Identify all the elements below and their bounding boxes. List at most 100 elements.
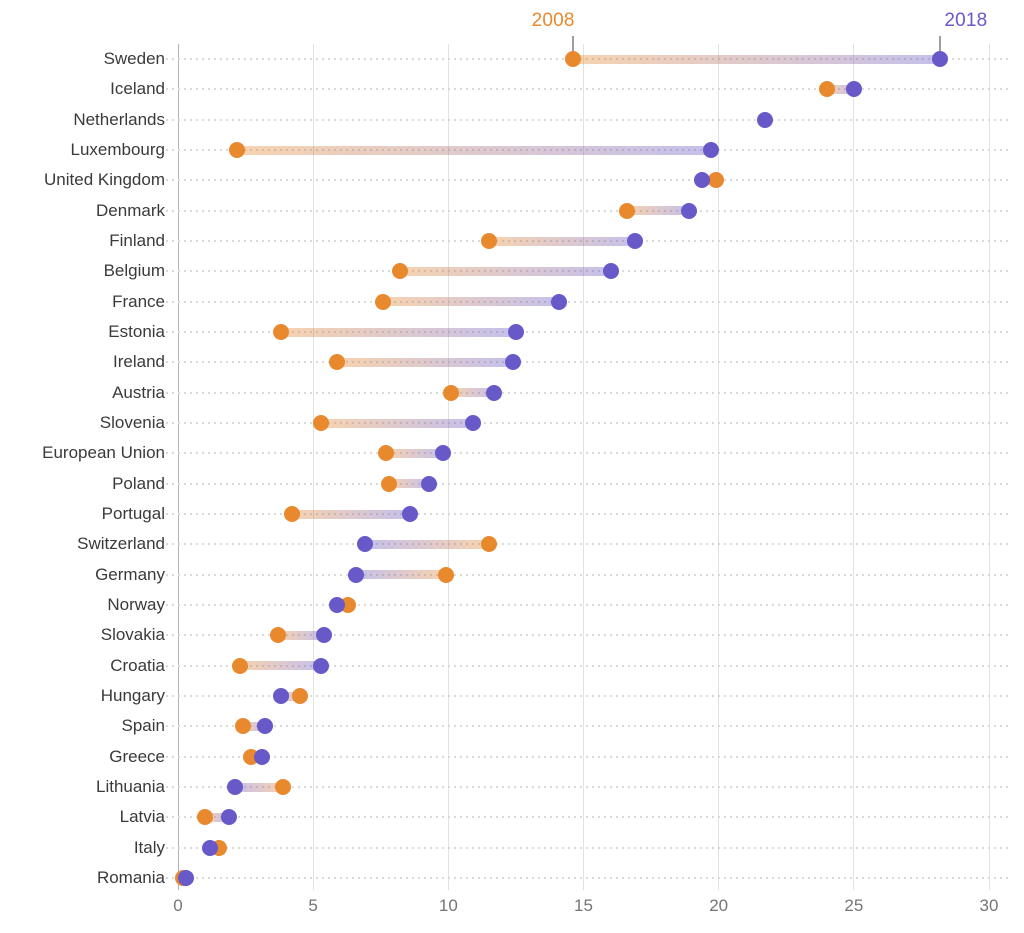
legend-2008-label: 2008: [531, 10, 575, 31]
row-guide: [166, 422, 1012, 425]
dot-2018[interactable]: [421, 475, 438, 492]
dot-2018[interactable]: [464, 415, 481, 432]
country-label: Estonia: [108, 322, 165, 341]
dot-2008[interactable]: [818, 81, 835, 98]
dot-2008[interactable]: [270, 627, 287, 644]
gridline-x-0: [177, 44, 179, 890]
dot-2018[interactable]: [253, 748, 270, 765]
dot-2018[interactable]: [313, 657, 330, 674]
country-label: Ireland: [113, 352, 165, 372]
gridline-x-5: [312, 44, 314, 890]
dot-2018[interactable]: [202, 839, 219, 856]
row-guide: [166, 573, 1012, 576]
x-axis-tick-label: 25: [844, 896, 864, 915]
country-label: Italy: [133, 837, 165, 857]
row-guide: [166, 452, 1012, 455]
dot-2018[interactable]: [348, 566, 365, 583]
connector-band: [280, 327, 516, 337]
row-guide: [166, 482, 1012, 485]
dot-2018[interactable]: [507, 324, 524, 340]
country-label: Greece: [109, 746, 165, 766]
dot-2018[interactable]: [756, 111, 773, 128]
row-guide: [166, 149, 1012, 151]
dot-2008[interactable]: [443, 384, 460, 401]
dot-2018[interactable]: [434, 445, 451, 462]
dot-2008[interactable]: [564, 51, 581, 67]
dot-2018[interactable]: [402, 506, 419, 523]
dot-2018[interactable]: [845, 81, 862, 98]
dot-2008[interactable]: [275, 779, 292, 796]
dot-2018[interactable]: [178, 870, 195, 887]
dot-2018[interactable]: [694, 172, 711, 189]
dot-2008[interactable]: [272, 324, 289, 340]
dot-2008[interactable]: [437, 566, 454, 583]
connector-band: [242, 721, 265, 731]
connector-band: [383, 297, 560, 307]
row-guide: [166, 877, 1012, 880]
dot-2018[interactable]: [602, 263, 619, 280]
country-label: Iceland: [110, 79, 165, 99]
connector-band: [364, 539, 489, 549]
dot-2008[interactable]: [707, 172, 724, 189]
dot-2008[interactable]: [329, 354, 346, 371]
dot-2018[interactable]: [315, 627, 332, 644]
connector-band: [386, 448, 443, 458]
dot-2018[interactable]: [505, 354, 522, 371]
dot-2018[interactable]: [221, 809, 238, 826]
dot-2018[interactable]: [680, 202, 697, 219]
connector-band: [488, 236, 635, 246]
dot-2008[interactable]: [375, 293, 392, 310]
row-guide: [166, 118, 1012, 121]
row-guide: [166, 816, 1012, 819]
country-label: Slovakia: [100, 625, 165, 645]
country-label: Spain: [121, 716, 165, 736]
country-label: Belgium: [103, 261, 165, 281]
row-guide: [166, 209, 1012, 212]
dot-2018[interactable]: [486, 384, 503, 401]
legend-2018-tick: [939, 36, 942, 51]
dot-2008[interactable]: [380, 475, 397, 492]
country-label: France: [112, 291, 165, 311]
legend-2008-tick: [571, 36, 574, 51]
x-axis-tick-label: 30: [979, 896, 999, 915]
row-guide: [166, 331, 1012, 333]
dot-2008[interactable]: [291, 688, 308, 705]
dot-2018[interactable]: [272, 688, 289, 705]
dot-2008[interactable]: [283, 506, 300, 523]
dot-2008[interactable]: [229, 142, 246, 158]
dot-2008[interactable]: [391, 263, 408, 280]
row-guide: [166, 634, 1012, 637]
country-label: Slovenia: [99, 413, 165, 433]
dot-2008[interactable]: [480, 536, 497, 553]
dot-2018[interactable]: [702, 142, 719, 158]
row-guide: [166, 391, 1012, 394]
connector-band: [240, 661, 322, 671]
dot-2008[interactable]: [234, 718, 251, 735]
dot-2018[interactable]: [551, 293, 568, 310]
dot-2018[interactable]: [626, 233, 643, 249]
dot-2018[interactable]: [329, 597, 346, 614]
row-guide: [166, 240, 1012, 242]
connector-band: [321, 418, 473, 428]
row-guide: [166, 846, 1012, 849]
dot-2018[interactable]: [256, 718, 273, 735]
country-label: Luxembourg: [70, 140, 165, 159]
dot-2018[interactable]: [356, 536, 373, 553]
row-guide: [166, 179, 1012, 182]
connector-band: [291, 509, 411, 519]
country-label: Lithuania: [95, 777, 165, 797]
country-label: Sweden: [103, 49, 165, 68]
country-label: Romania: [96, 868, 165, 888]
dot-2018[interactable]: [932, 51, 949, 67]
dot-2018[interactable]: [226, 779, 243, 796]
dot-2008[interactable]: [618, 202, 635, 219]
dot-2008[interactable]: [197, 809, 214, 826]
dot-2008[interactable]: [313, 415, 330, 432]
row-guide: [166, 604, 1012, 607]
dot-2008[interactable]: [232, 657, 249, 674]
connector-band: [337, 357, 514, 367]
dot-2008[interactable]: [480, 233, 497, 249]
connector-band: [399, 266, 611, 276]
dot-2008[interactable]: [378, 445, 395, 462]
